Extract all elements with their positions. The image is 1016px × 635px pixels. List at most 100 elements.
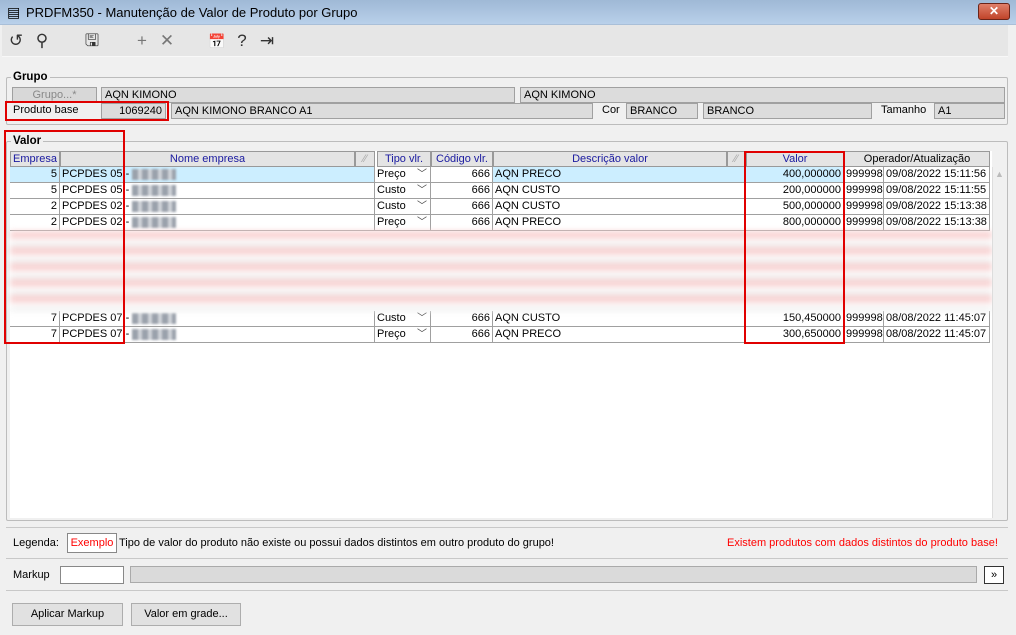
redacted-name [132, 312, 177, 324]
cell-tipo-vlr[interactable]: Preço ﹀ [375, 215, 431, 231]
redacted-name [132, 200, 177, 212]
cell-data: 09/08/2022 15:13:38 [884, 215, 990, 231]
cell-text: AQN PRECO [495, 168, 562, 180]
legenda-example: Exemplo [67, 533, 117, 553]
legenda-label: Legenda: [13, 537, 59, 549]
col-tipo-vlr[interactable]: Tipo vlr. [377, 151, 431, 167]
undo-icon[interactable]: ↺ [8, 31, 24, 50]
highlight-produto-base [5, 101, 169, 121]
cell-text: PCPDES 05 - [62, 168, 130, 180]
divider [6, 590, 1008, 591]
cell-text: PCPDES 07 - [62, 328, 130, 340]
cell-text: 666 [471, 168, 490, 180]
col-nome-empresa[interactable]: Nome empresa [60, 151, 355, 167]
tamanho-value: A1 [934, 103, 1005, 119]
title-bar: ▤ PRDFM350 - Manutenção de Valor de Prod… [0, 0, 1016, 25]
cell-text: 09/08/2022 15:11:55 [886, 184, 987, 196]
cell-data: 08/08/2022 11:45:07 [884, 311, 990, 327]
cell-tipo-vlr[interactable]: Custo ﹀ [375, 199, 431, 215]
cell-text: 150,450000 [782, 312, 841, 324]
cell-text: 7 [50, 328, 57, 340]
markup-input[interactable] [60, 566, 124, 584]
filter-icon[interactable]: ⁄⁄ [727, 151, 745, 167]
chevron-down-icon[interactable]: ﹀ [417, 169, 427, 180]
cell-text: AQN CUSTO [495, 184, 561, 196]
cell-descricao-valor: AQN CUSTO [493, 199, 745, 215]
produto-base-code[interactable]: 1069240 [101, 103, 166, 119]
redacted-name [132, 184, 177, 196]
col-valor[interactable]: Valor [746, 151, 844, 167]
cell-text: 2 [50, 216, 57, 228]
scroll-up-icon[interactable]: ▲ [995, 169, 1004, 179]
cell-text: 5 [50, 184, 57, 196]
help-icon[interactable]: ? [237, 31, 247, 50]
calendar-icon[interactable]: 📅 [208, 33, 226, 49]
chevron-down-icon[interactable]: ﹀ [417, 201, 427, 212]
col-codigo-vlr[interactable]: Código vlr. [431, 151, 493, 167]
cell-nome-empresa: PCPDES 07 - [60, 327, 375, 343]
chevron-down-icon[interactable]: ﹀ [417, 313, 427, 324]
warning-text: Existem produtos com dados distintos do … [727, 537, 998, 549]
col-empresa[interactable]: Empresa [10, 151, 60, 167]
cell-text: 09/08/2022 15:11:56 [886, 168, 987, 180]
progress-bar [130, 566, 977, 583]
close-button[interactable]: ✕ [978, 3, 1010, 20]
cell-tipo-vlr[interactable]: Custo ﹀ [375, 311, 431, 327]
cell-text: Custo [377, 200, 406, 212]
cell-codigo-vlr: 666 [431, 199, 493, 215]
cell-text: Custo [377, 184, 406, 196]
cell-tipo-vlr[interactable]: Preço ﹀ [375, 167, 431, 183]
cell-descricao-valor: AQN PRECO [493, 167, 745, 183]
cell-tipo-vlr[interactable]: Custo ﹀ [375, 183, 431, 199]
search-icon[interactable]: ⚲ [35, 31, 49, 50]
cell-text: 08/08/2022 11:45:07 [886, 328, 987, 340]
legenda-text: Tipo de valor do produto não existe ou p… [119, 537, 554, 549]
cell-tipo-vlr[interactable]: Preço ﹀ [375, 327, 431, 343]
cell-data: 09/08/2022 15:11:55 [884, 183, 990, 199]
cell-codigo-vlr: 666 [431, 183, 493, 199]
aplicar-markup-button[interactable]: Aplicar Markup [12, 603, 123, 626]
cell-nome-empresa: PCPDES 07 - [60, 311, 375, 327]
cell-text: Custo [377, 312, 406, 324]
cell-empresa: 5 [10, 183, 60, 199]
add-icon[interactable]: + [137, 31, 147, 50]
chevron-down-icon[interactable]: ﹀ [417, 185, 427, 196]
cell-text: 800,000000 [782, 216, 841, 228]
col-operador-atualizacao[interactable]: Operador/Atualização [844, 151, 990, 167]
cor-code: BRANCO [626, 103, 698, 119]
cell-valor: 800,000000 [745, 215, 844, 231]
cell-text: 999998 [846, 200, 883, 212]
cell-codigo-vlr: 666 [431, 327, 493, 343]
expand-button[interactable]: » [984, 566, 1004, 584]
exit-icon[interactable]: ⇥ [259, 31, 275, 50]
redacted-name [132, 168, 177, 180]
delete-icon[interactable]: ✕ [159, 31, 175, 50]
cor-description: BRANCO [703, 103, 872, 119]
cell-text: 7 [50, 312, 57, 324]
cell-valor: 200,000000 [745, 183, 844, 199]
grupo-value: AQN KIMONO [101, 87, 515, 103]
cell-nome-empresa: PCPDES 02 - [60, 215, 375, 231]
cell-text: Preço [377, 216, 406, 228]
filter-icon[interactable]: ⁄⁄ [355, 151, 375, 167]
cell-text: Preço [377, 328, 406, 340]
toolbar: ↺ ⚲ 🖫 + ✕ 📅 ? ⇥ [2, 25, 1008, 57]
cell-empresa: 2 [10, 215, 60, 231]
cell-descricao-valor: AQN PRECO [493, 215, 745, 231]
cell-nome-empresa: PCPDES 05 - [60, 167, 375, 183]
col-descricao-valor[interactable]: Descrição valor [493, 151, 727, 167]
cell-data: 09/08/2022 15:11:56 [884, 167, 990, 183]
chevron-down-icon[interactable]: ﹀ [417, 329, 427, 340]
grupo-description: AQN KIMONO [520, 87, 1005, 103]
cell-text: 999998 [846, 312, 883, 324]
cell-text: 999998 [846, 216, 883, 228]
vertical-scrollbar[interactable]: ▲ [992, 167, 1005, 518]
close-icon: ✕ [988, 4, 1000, 18]
valor-em-grade-button[interactable]: Valor em grade... [131, 603, 241, 626]
document-icon: ▤ [7, 4, 21, 20]
chevron-down-icon[interactable]: ﹀ [417, 217, 427, 228]
cell-text: 09/08/2022 15:13:38 [886, 216, 987, 228]
save-icon[interactable]: 🖫 [84, 31, 100, 50]
cell-text: 999998 [846, 328, 883, 340]
cell-operador: 999998 [844, 183, 884, 199]
